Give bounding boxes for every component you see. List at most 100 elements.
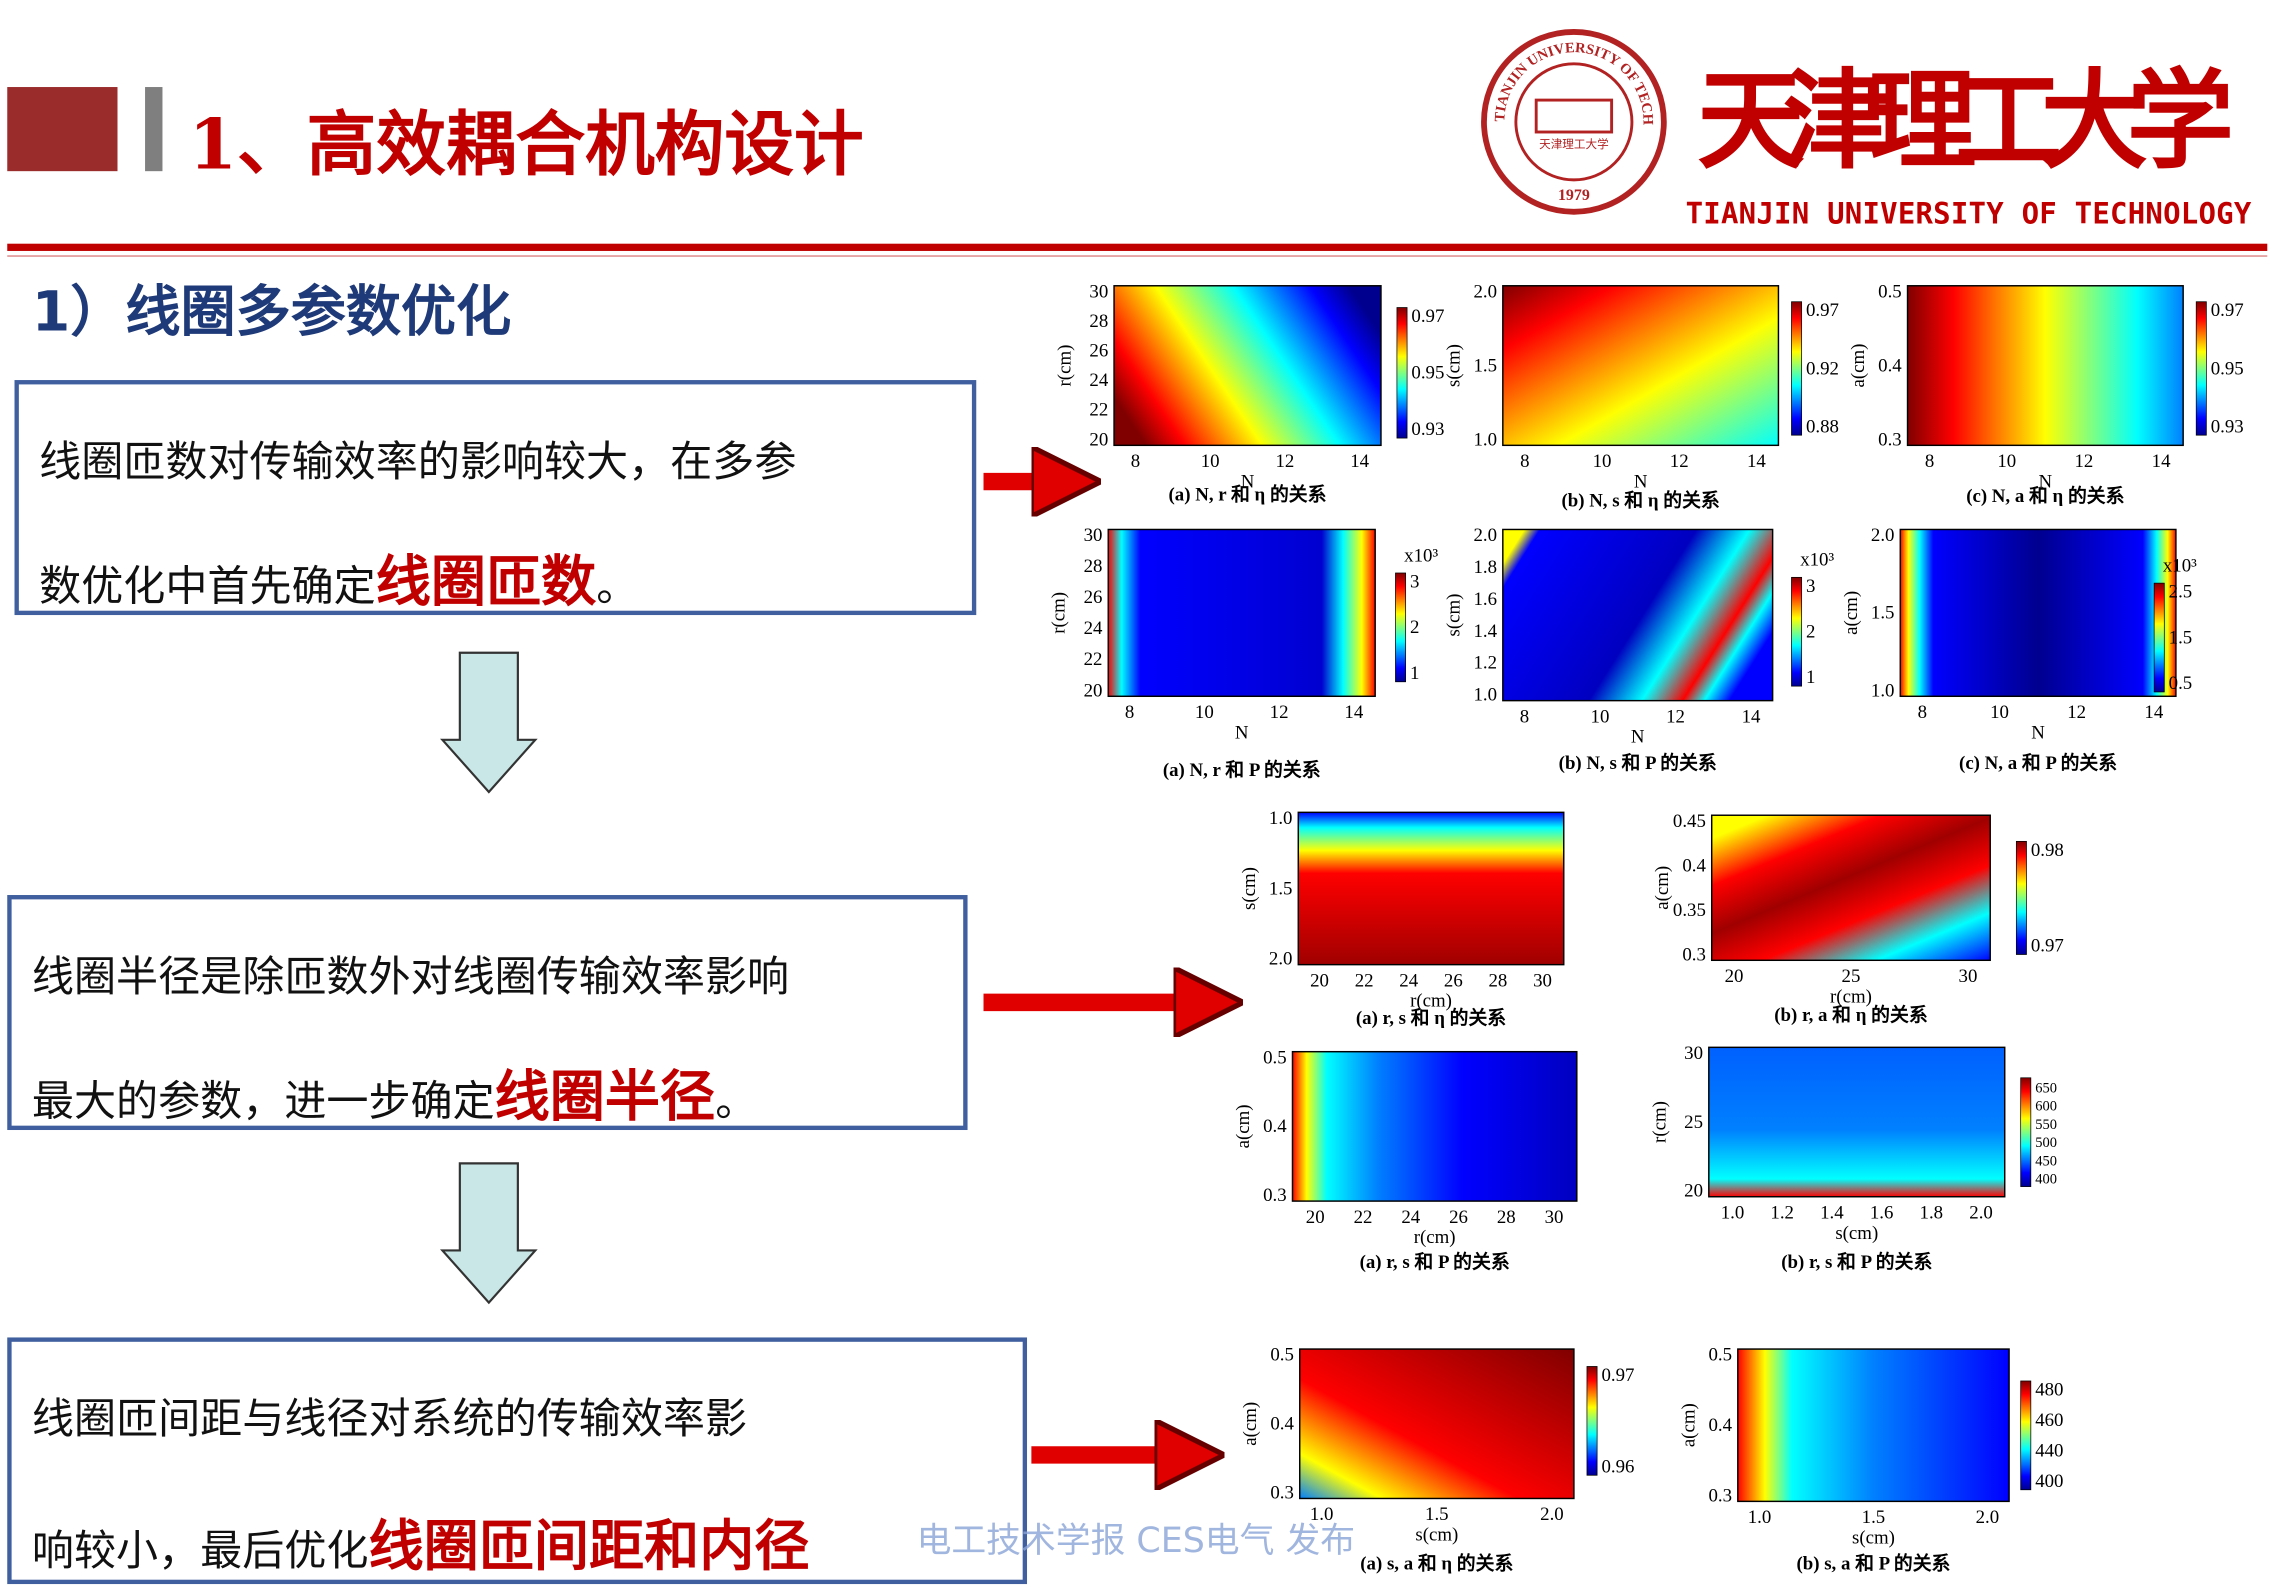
colorbar [1395,572,1406,683]
y-axis-label: s(cm) [1443,594,1464,637]
colorbar-tick-label: 0.92 [1806,358,1839,379]
colorbar-tick-label: 0.93 [2211,416,2244,437]
box-line: 最大的参数，进一步确定线圈半径。 [32,1052,757,1132]
box-text: 响较小，最后优化 [31,1526,369,1576]
text-box: 线圈匝数对传输效率的影响较大，在多参 数优化中首先确定线圈匝数。 [14,380,977,616]
x-axis-label: s(cm) [1835,1223,1878,1244]
x-tick-label: 2.0 [1976,1507,2000,1528]
box-text: 线圈半径是除匝数外对线圈传输效率影响 [31,951,790,1001]
x-tick-label: 12 [1666,706,1685,727]
colorbar-tick-label: 600 [2035,1099,2057,1115]
y-tick-label: 0.3 [1708,1485,1732,1506]
y-tick-label: 30 [1684,1043,1703,1064]
colorbar-tick-label: 0.96 [1601,1456,1634,1477]
y-tick-label: 0.3 [1270,1482,1294,1503]
colorbar-tick-label: 2 [1410,617,1419,638]
x-axis-label: N [1631,727,1645,748]
colorbar [1791,576,1803,687]
x-tick-label: 8 [1520,451,1529,472]
y-axis-label: a(cm) [1678,1403,1699,1447]
header-rule [7,243,2268,251]
colorbar-tick-label: 2 [1806,622,1815,643]
colorbar-tick-label: 480 [2035,1379,2063,1400]
x-tick-label: 25 [1842,966,1861,987]
y-tick-label: 26 [1084,587,1103,608]
box-text: 线圈匝间距与线径对系统的传输效率影 [31,1394,748,1444]
x-tick-label: 12 [2067,702,2086,723]
x-tick-label: 30 [1545,1207,1564,1228]
colorbar-exponent: x10³ [1404,545,1438,566]
x-tick-label: 14 [2152,451,2171,472]
y-tick-label: 1.5 [1473,355,1497,376]
x-tick-label: 8 [1918,702,1927,723]
y-tick-label: 0.4 [1263,1116,1287,1137]
y-tick-label: 1.0 [1871,680,1895,701]
colorbar-tick-label: 0.97 [2211,300,2244,321]
colorbar [2153,582,2165,693]
colorbar-tick-label: 3 [1410,571,1419,592]
y-tick-label: 1.0 [1473,429,1497,450]
y-tick-label: 2.0 [1473,281,1497,302]
box-line: 响较小，最后优化线圈匝间距和内径 [32,1501,810,1581]
y-tick-label: 26 [1089,341,1108,362]
caption: (a) N, r 和 η 的关系 [1169,482,1327,505]
box-line: 线圈半径是除匝数外对线圈传输效率影响 [32,943,789,1004]
x-tick-label: 8 [1125,702,1134,723]
colorbar-tick-label: 0.95 [2211,358,2244,379]
colorbar-tick-label: 450 [2035,1153,2057,1169]
x-tick-label: 1.5 [1862,1507,1886,1528]
x-tick-label: 22 [1355,970,1374,991]
colorbar [1396,307,1408,439]
box-text: 线圈匝数对传输效率的影响较大，在多参 [39,436,797,486]
colorbar-tick-label: 0.95 [1411,363,1444,384]
x-tick-label: 1.0 [1310,1504,1334,1525]
colorbar-exponent: x10³ [1800,550,1834,571]
colorbar-tick-label: 2.5 [2169,582,2193,603]
y-tick-label: 24 [1089,370,1108,391]
y-tick-label: 1.4 [1473,621,1497,642]
x-tick-label: 20 [1725,966,1744,987]
x-tick-label: 14 [1742,706,1761,727]
y-tick-label: 22 [1089,400,1108,421]
y-tick-label: 1.0 [1269,808,1293,829]
y-tick-label: 30 [1084,525,1103,546]
heatmap [1502,528,1774,702]
down-arrow [440,1162,538,1305]
x-axis-label: N [1235,722,1249,743]
x-tick-label: 22 [1354,1207,1373,1228]
y-tick-label: 20 [1684,1181,1703,1202]
y-tick-label: 0.4 [1682,855,1706,876]
x-axis-label: N [2039,471,2053,492]
colorbar [1791,301,1803,436]
caption: (c) N, a 和 η 的关系 [1966,484,2124,507]
y-axis-label: s(cm) [1239,867,1260,910]
x-tick-label: 30 [1959,966,1978,987]
y-tick-label: 0.5 [1878,281,1902,302]
heatmap [1710,814,1991,962]
y-tick-label: 1.5 [1269,878,1293,899]
y-tick-label: 0.4 [1878,355,1902,376]
x-axis-label: s(cm) [1852,1527,1895,1548]
y-tick-label: 0.45 [1673,811,1706,832]
box-highlight: 线圈半径 [494,1064,716,1129]
x-tick-label: 2.0 [1540,1504,1564,1525]
header-block [7,87,118,172]
y-tick-label: 30 [1089,281,1108,302]
y-axis-label: a(cm) [1841,591,1862,635]
y-tick-label: 28 [1089,311,1108,332]
box-end: 。 [715,1076,758,1126]
x-tick-label: 20 [1306,1207,1325,1228]
x-axis-label: r(cm) [1414,1227,1456,1248]
seal-inner: 天津理工大学 [1539,137,1609,151]
colorbar-tick-label: 0.98 [2031,840,2064,861]
colorbar-tick-label: 1.5 [2169,627,2193,648]
x-tick-label: 12 [1670,451,1689,472]
logo-chinese: 天津理工大学 [1697,63,2234,182]
x-tick-label: 1.5 [1425,1504,1449,1525]
colorbar-tick-label: 460 [2035,1410,2063,1431]
colorbar [2020,1380,2032,1491]
y-axis-label: a(cm) [1233,1104,1254,1148]
text-box: 线圈匝间距与线径对系统的传输效率影响较小，最后优化线圈匝间距和内径 [7,1337,1028,1585]
colorbar-tick-label: 440 [2035,1440,2063,1461]
x-tick-label: 1.6 [1870,1203,1894,1224]
